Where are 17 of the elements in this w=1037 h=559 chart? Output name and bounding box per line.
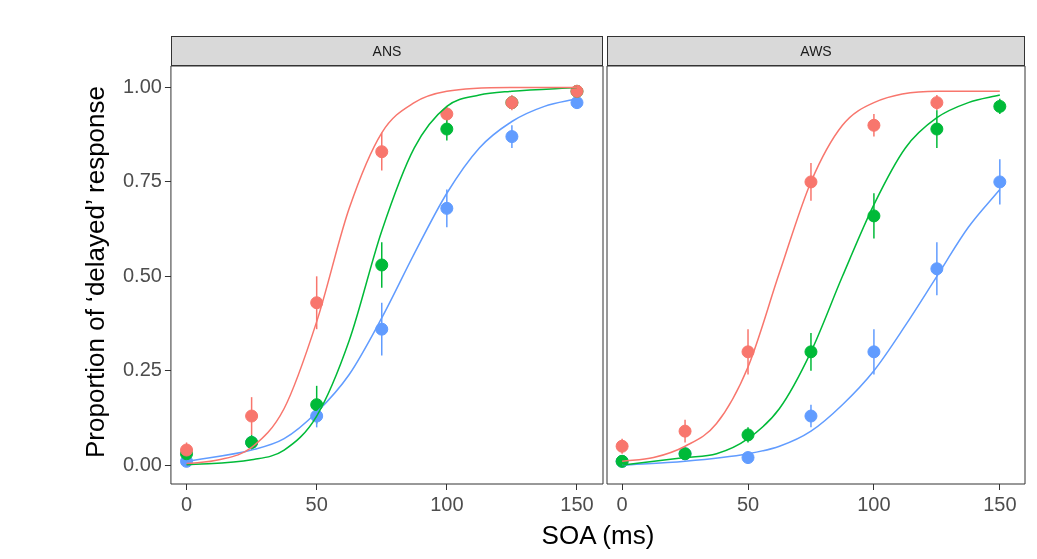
y-tick-label: 0.00 — [122, 452, 162, 475]
x-tick-label: 150 — [983, 492, 1017, 515]
x-tick-label: 50 — [305, 492, 328, 515]
chart-title: AWS — [607, 36, 1025, 66]
x-tick-label: 150 — [560, 492, 594, 515]
x-tick-label: 50 — [736, 492, 760, 515]
x-tick-label: 100 — [430, 492, 464, 515]
y-tick-label: 1.00 — [122, 75, 162, 98]
x-tick-label: 0 — [616, 492, 628, 515]
x-tick-label: 100 — [857, 492, 891, 515]
x-tick-label: 0 — [180, 492, 193, 515]
y-tick-label: 0.25 — [122, 358, 162, 381]
chart-title: ANS — [170, 36, 603, 66]
y-tick-label: 0.75 — [122, 169, 162, 192]
y-axis-title: Proportion of ‘delayed’ response — [79, 86, 111, 458]
y-tick-label: 0.50 — [122, 263, 162, 286]
x-axis-title: SOA (ms) — [541, 520, 655, 551]
